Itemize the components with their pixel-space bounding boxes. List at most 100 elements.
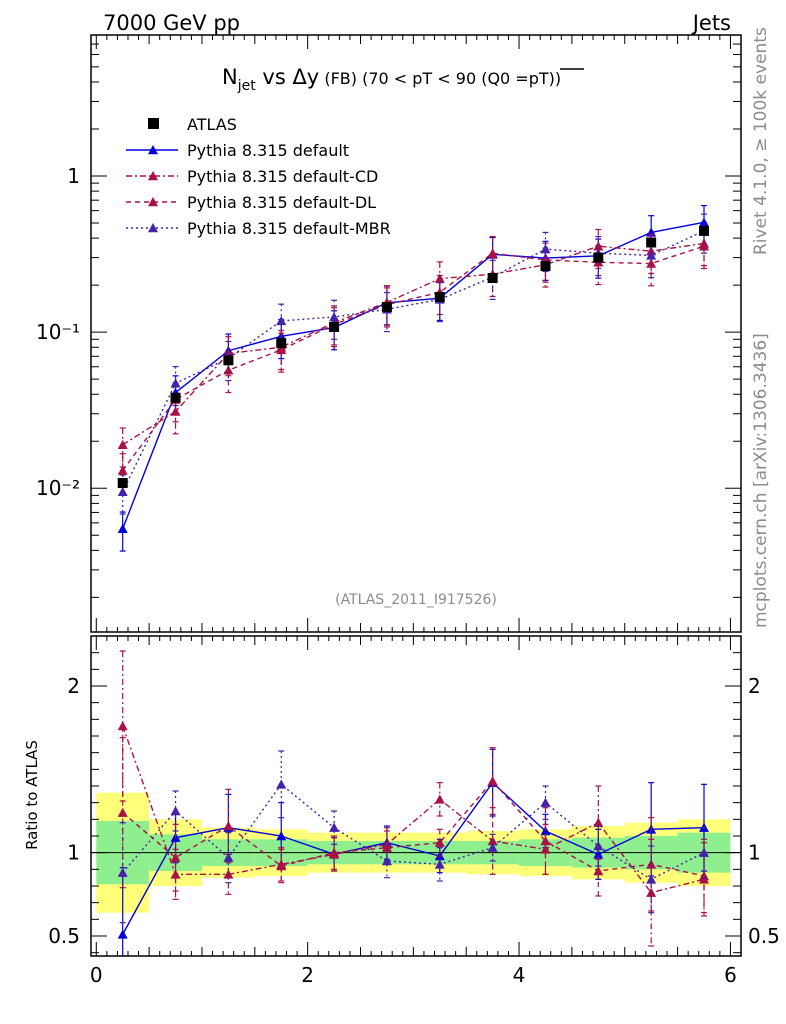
ratio-line-2 xyxy=(122,779,705,877)
atlas-point xyxy=(699,225,710,236)
ratio-marker xyxy=(540,836,551,846)
ratio-tick-label-left: 1 xyxy=(67,841,80,865)
title-main: N xyxy=(222,65,238,89)
ratio-marker xyxy=(276,861,287,871)
series-marker xyxy=(223,365,234,375)
atlas-point xyxy=(593,252,604,263)
series-marker xyxy=(329,311,340,322)
legend: ATLAS Pythia 8.315 default Pythia 8.315 de… xyxy=(126,115,391,238)
ratio-tick-label-left: 2 xyxy=(67,674,80,698)
ratio-marker xyxy=(593,866,604,876)
series-marker xyxy=(117,465,128,475)
title-rest: vs Δy xyxy=(256,65,320,89)
ratio-marker xyxy=(487,776,498,786)
ratio-marker xyxy=(276,779,287,789)
svg-text:Njet vs Δy (FB) (70 < pT < 90: Njet vs Δy (FB) (70 < pT < 90 (Q0 =pT)) xyxy=(222,65,561,94)
title-sub: jet xyxy=(237,78,257,94)
atlas-point xyxy=(276,338,287,349)
mcplots-label: mcplots.cern.ch [arXiv:1306.3436] xyxy=(751,333,771,628)
atlas-point xyxy=(487,273,498,284)
chart-title: Njet vs Δy (FB) (70 < pT < 90 (Q0 =pT)) xyxy=(222,65,584,94)
legend-marker xyxy=(148,197,158,207)
header-right: Jets xyxy=(691,11,731,35)
ratio-marker xyxy=(434,837,445,847)
series-marker xyxy=(276,315,287,326)
ratio-marker xyxy=(381,856,392,866)
series-marker xyxy=(276,344,287,355)
atlas-point xyxy=(540,261,551,272)
ratio-marker xyxy=(170,806,181,816)
x-tick-label: 2 xyxy=(301,963,314,987)
ratio-tick-label-right: 1 xyxy=(748,841,761,865)
ratio-marker xyxy=(487,842,498,852)
series-marker xyxy=(540,244,551,254)
atlas-point xyxy=(223,355,234,366)
ratio-marker xyxy=(117,929,128,939)
main-frame xyxy=(90,34,742,633)
series-line-3 xyxy=(122,230,705,493)
rivet-label: Rivet 4.1.0, ≥ 100k events xyxy=(751,27,771,255)
series-marker xyxy=(646,250,657,260)
ratio-marker xyxy=(329,847,340,857)
ratio-tick-label-right: 2 xyxy=(748,674,761,698)
atlas-point xyxy=(329,321,340,332)
ratio-marker xyxy=(381,842,392,852)
atlas-point xyxy=(434,291,445,302)
ratio-marker xyxy=(117,867,128,877)
axes-frame: 0 2 4 6 10⁻² 10⁻¹ 1 0.5 0.5 1 1 2 2 xyxy=(36,34,780,987)
series-marker xyxy=(117,486,128,496)
ratio-tick-label-right: 0.5 xyxy=(748,924,780,948)
ratio-marker xyxy=(540,797,551,807)
ratio-tick-label-left: 0.5 xyxy=(48,924,80,948)
ratio-marker xyxy=(170,852,181,862)
series-marker xyxy=(699,217,710,227)
ratio-marker xyxy=(699,847,710,857)
series-marker xyxy=(170,378,181,388)
atlas-point xyxy=(117,478,128,489)
ratio-marker xyxy=(276,831,287,841)
series-marker xyxy=(117,523,128,534)
ratio-marker xyxy=(117,807,128,817)
title-close: )) xyxy=(549,69,561,88)
series-line-0 xyxy=(122,221,705,530)
header-left: 7000 GeV pp xyxy=(103,11,240,35)
ratio-marker xyxy=(223,821,234,831)
series-line-1 xyxy=(122,242,705,446)
main-tick-label: 10⁻¹ xyxy=(36,320,80,344)
ratio-marker xyxy=(329,822,340,832)
legend-marker xyxy=(148,145,158,155)
legend-marker xyxy=(148,223,158,233)
ratio-axis-label: Ratio to ATLAS xyxy=(23,740,41,850)
ratio-frame xyxy=(90,635,742,957)
uncertainty-bands xyxy=(91,792,741,913)
ratio-marker xyxy=(646,859,657,869)
ratio-marker xyxy=(434,859,445,869)
legend-label: Pythia 8.315 default xyxy=(187,141,349,160)
atlas-point xyxy=(170,392,181,403)
series-marker xyxy=(117,439,128,449)
x-tick-label: 0 xyxy=(90,963,103,987)
ratio-marker xyxy=(434,794,445,804)
title-small: (FB) (70 < pT < 90 (Q0 = xyxy=(319,69,528,88)
legend-label: Pythia 8.315 default-DL xyxy=(187,193,376,212)
ratio-marker xyxy=(593,849,604,859)
ratio-line-0 xyxy=(122,781,705,935)
ratio-line-1 xyxy=(122,725,705,894)
series-line-2 xyxy=(122,245,705,471)
main-tick-label: 10⁻² xyxy=(36,476,80,500)
legend-atlas-label: ATLAS xyxy=(187,115,237,134)
x-tick-label: 4 xyxy=(513,963,526,987)
series-marker xyxy=(487,248,498,258)
ratio-marker xyxy=(593,817,604,827)
series-marker xyxy=(646,258,657,268)
legend-marker xyxy=(148,171,158,181)
main-tick-label: 1 xyxy=(67,164,80,188)
atlas-data-layer xyxy=(117,225,710,489)
ratio-marker xyxy=(117,721,128,731)
atlas-point xyxy=(381,301,392,312)
ratio-marker xyxy=(223,852,234,862)
x-tick-label: 6 xyxy=(724,963,737,987)
legend-label: Pythia 8.315 default-CD xyxy=(187,167,378,186)
